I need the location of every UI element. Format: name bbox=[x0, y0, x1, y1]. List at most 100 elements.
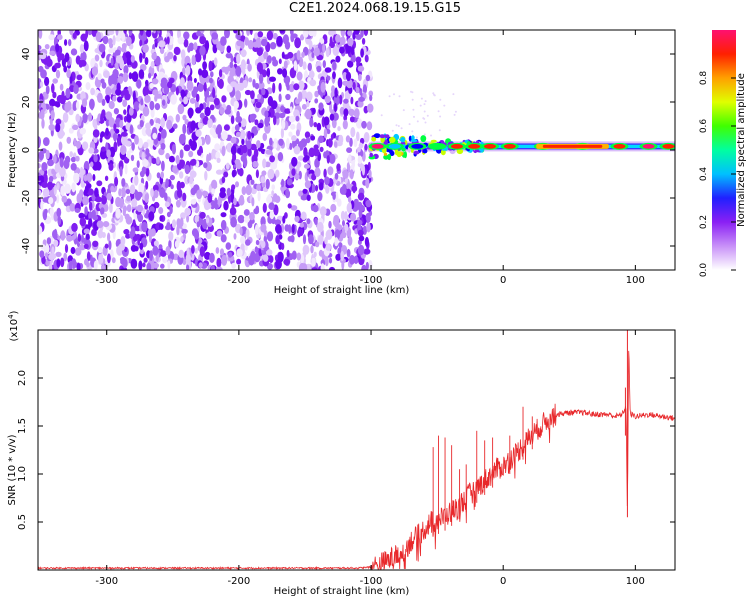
noise-blob bbox=[317, 234, 324, 245]
noise-blob bbox=[298, 190, 304, 197]
noise-blob bbox=[245, 184, 252, 196]
noise-blob bbox=[326, 75, 331, 81]
faint-point bbox=[413, 115, 415, 118]
noise-blob bbox=[326, 128, 331, 135]
noise-blob bbox=[266, 231, 274, 242]
noise-blob bbox=[189, 176, 194, 185]
noise-blob bbox=[43, 137, 50, 147]
noise-blob bbox=[265, 149, 273, 155]
colorbar-tick-label: 0.8 bbox=[699, 71, 709, 86]
noise-blob bbox=[242, 79, 248, 89]
noise-blob bbox=[215, 127, 220, 135]
noise-blob bbox=[161, 99, 166, 106]
noise-blob bbox=[328, 153, 336, 164]
noise-blob bbox=[194, 215, 200, 224]
noise-blob bbox=[263, 230, 268, 237]
noise-blob bbox=[317, 191, 323, 202]
noise-blob bbox=[256, 47, 263, 57]
noise-blob bbox=[59, 83, 64, 91]
noise-blob bbox=[79, 59, 87, 67]
carrier-blob bbox=[410, 139, 418, 143]
noise-blob bbox=[53, 184, 57, 196]
noise-blob bbox=[63, 158, 70, 170]
noise-blob bbox=[140, 98, 144, 106]
noise-blob bbox=[308, 234, 314, 245]
noise-blob bbox=[350, 212, 357, 222]
noise-blob bbox=[312, 204, 319, 213]
noise-blob bbox=[236, 31, 241, 41]
noise-blob bbox=[237, 147, 242, 154]
noise-blob bbox=[149, 82, 154, 89]
noise-blob bbox=[289, 106, 293, 113]
noise-blob bbox=[260, 240, 266, 249]
noise-blob bbox=[74, 247, 82, 256]
noise-blob bbox=[235, 181, 239, 188]
noise-blob bbox=[325, 229, 333, 240]
x-tick-label: 0 bbox=[500, 275, 506, 286]
noise-blob bbox=[134, 135, 139, 145]
noise-blob bbox=[355, 87, 360, 94]
noise-blob bbox=[239, 227, 243, 236]
noise-blob bbox=[55, 101, 61, 108]
noise-blob bbox=[94, 78, 102, 88]
noise-blob bbox=[247, 130, 252, 140]
noise-blob bbox=[234, 124, 240, 132]
noise-blob bbox=[350, 46, 355, 56]
noise-blob bbox=[86, 251, 91, 262]
colorbar bbox=[712, 30, 736, 270]
noise-blob bbox=[364, 236, 369, 247]
noise-blob bbox=[165, 152, 170, 160]
x-tick-label: -100 bbox=[360, 576, 383, 587]
noise-blob bbox=[334, 237, 339, 247]
noise-blob bbox=[269, 137, 273, 146]
noise-blob bbox=[60, 230, 66, 241]
noise-blob bbox=[94, 122, 98, 131]
noise-blob bbox=[49, 98, 56, 107]
noise-blob bbox=[323, 168, 327, 178]
noise-blob bbox=[110, 185, 115, 193]
noise-blob bbox=[303, 163, 311, 169]
noise-blob bbox=[211, 188, 216, 195]
noise-blob bbox=[113, 123, 117, 132]
noise-blob bbox=[266, 55, 272, 64]
noise-blob bbox=[323, 37, 328, 44]
noise-blob bbox=[105, 86, 112, 97]
noise-blob bbox=[176, 225, 180, 236]
noise-blob bbox=[45, 149, 50, 160]
noise-blob bbox=[333, 214, 340, 224]
noise-blob bbox=[218, 78, 224, 89]
noise-blob bbox=[289, 30, 294, 36]
noise-blob bbox=[332, 61, 337, 71]
noise-blob bbox=[316, 122, 322, 131]
noise-blob bbox=[254, 252, 261, 263]
noise-blob bbox=[175, 199, 181, 208]
noise-blob bbox=[201, 69, 209, 79]
noise-blob bbox=[328, 266, 336, 270]
noise-blob bbox=[273, 115, 277, 126]
noise-blob bbox=[357, 146, 361, 153]
noise-blob bbox=[216, 257, 222, 268]
noise-blob bbox=[365, 177, 370, 189]
noise-blob bbox=[125, 36, 132, 47]
noise-blob bbox=[172, 253, 179, 261]
noise-blob bbox=[361, 37, 366, 45]
noise-blob bbox=[259, 142, 265, 149]
noise-blob bbox=[320, 263, 325, 270]
noise-blob bbox=[124, 213, 130, 220]
noise-blob bbox=[93, 260, 98, 270]
noise-blob bbox=[84, 258, 89, 266]
noise-blob bbox=[115, 89, 122, 96]
noise-blob bbox=[311, 52, 315, 59]
noise-blob bbox=[183, 96, 189, 105]
noise-blob bbox=[115, 208, 121, 219]
noise-blob bbox=[357, 155, 363, 164]
noise-blob bbox=[131, 198, 138, 208]
noise-blob bbox=[110, 249, 114, 261]
noise-blob bbox=[208, 60, 213, 72]
carrier-blob bbox=[383, 154, 389, 160]
noise-blob bbox=[117, 76, 124, 84]
noise-blob bbox=[310, 135, 316, 141]
noise-blob bbox=[254, 224, 259, 236]
noise-blob bbox=[40, 200, 44, 211]
noise-blob bbox=[134, 175, 139, 186]
